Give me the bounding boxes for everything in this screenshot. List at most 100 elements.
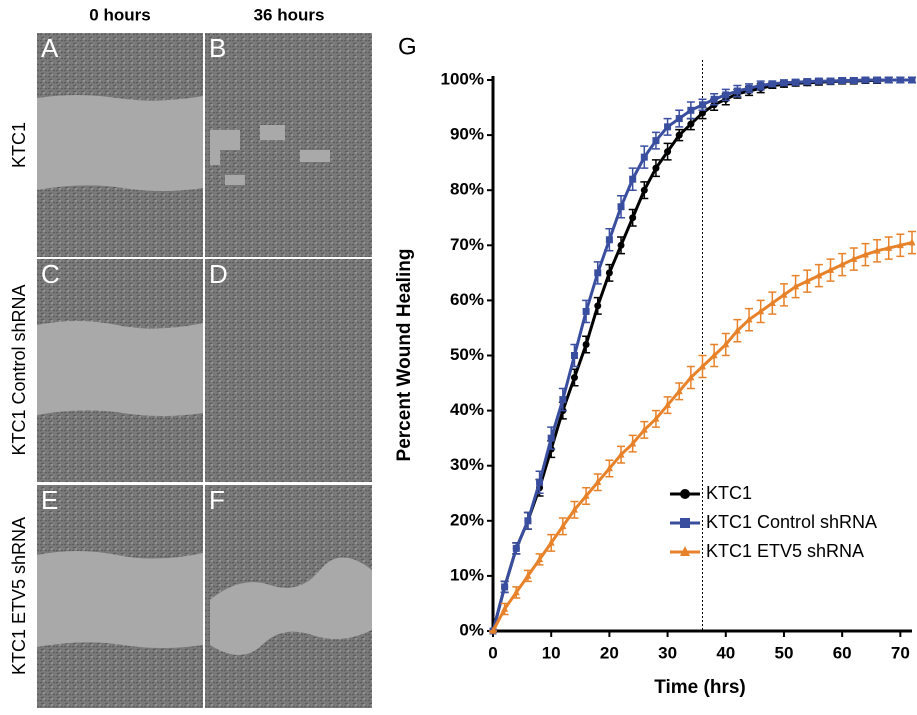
marker — [570, 374, 578, 382]
marker — [699, 101, 706, 109]
marker — [908, 76, 916, 84]
marker — [605, 464, 613, 472]
marker — [524, 571, 532, 579]
y-tick-label: 40% — [450, 400, 484, 419]
marker — [838, 260, 846, 268]
column-header: 0 hours — [89, 5, 150, 24]
y-tick-label: 30% — [450, 455, 484, 474]
marker — [605, 269, 613, 277]
marker — [699, 109, 706, 117]
marker — [827, 77, 835, 85]
marker — [699, 362, 706, 370]
marker — [792, 78, 800, 86]
y-tick-label: 70% — [450, 235, 484, 254]
marker — [675, 115, 683, 123]
marker — [733, 87, 741, 95]
legend-label: KTC1 — [706, 483, 752, 503]
marker — [687, 120, 695, 128]
legend-label: KTC1 ETV5 shRNA — [706, 541, 864, 561]
x-tick-label: 40 — [716, 643, 735, 662]
x-tick-label: 10 — [542, 643, 561, 662]
micrograph — [205, 259, 372, 482]
marker — [745, 84, 753, 92]
marker — [896, 76, 904, 84]
marker — [861, 76, 869, 84]
marker — [803, 276, 811, 284]
marker — [908, 238, 916, 246]
row-label: KTC1 Control shRNA — [9, 284, 29, 455]
marker — [838, 77, 846, 85]
y-tick-label: 100% — [441, 69, 484, 88]
marker — [640, 186, 648, 194]
marker — [547, 434, 555, 442]
x-tick-label: 30 — [658, 643, 677, 662]
marker — [675, 387, 683, 395]
panel-letter: F — [209, 485, 225, 515]
marker — [896, 241, 904, 249]
marker — [710, 351, 718, 359]
marker — [559, 396, 567, 404]
y-tick-label: 50% — [450, 345, 484, 364]
marker — [780, 290, 788, 298]
legend-marker — [680, 546, 690, 556]
marker — [757, 82, 765, 90]
marker — [640, 425, 648, 433]
x-tick-label: 0 — [488, 643, 497, 662]
column-header: 36 hours — [254, 5, 325, 24]
marker — [536, 478, 544, 486]
marker — [629, 439, 637, 447]
x-tick-label: 60 — [833, 643, 852, 662]
y-tick-label: 20% — [450, 510, 484, 529]
wound-area — [37, 321, 203, 416]
marker — [582, 307, 590, 315]
marker — [512, 588, 520, 596]
x-tick-label: 50 — [775, 643, 794, 662]
marker — [780, 79, 788, 87]
x-axis-label: Time (hrs) — [654, 677, 746, 698]
marker — [722, 91, 730, 99]
marker — [664, 148, 672, 156]
marker — [664, 400, 672, 408]
marker — [652, 137, 660, 145]
marker — [512, 544, 520, 552]
marker — [815, 271, 823, 279]
marker — [652, 164, 660, 172]
panel-letter: C — [41, 259, 60, 289]
marker — [559, 522, 567, 530]
wound-area — [210, 557, 372, 655]
wound-area — [210, 125, 330, 185]
marker — [652, 414, 660, 422]
marker — [547, 538, 555, 546]
marker — [640, 153, 648, 161]
marker — [605, 236, 613, 244]
marker — [617, 450, 625, 458]
x-tick-label: 20 — [600, 643, 619, 662]
marker — [885, 76, 893, 84]
panel-letter: B — [209, 33, 226, 63]
marker — [873, 246, 881, 254]
marker — [501, 604, 509, 612]
marker — [617, 241, 625, 249]
marker — [768, 80, 776, 88]
marker — [629, 175, 637, 183]
row-label: KTC1 — [9, 122, 29, 168]
marker — [617, 203, 625, 211]
marker — [675, 131, 683, 139]
marker — [861, 250, 869, 258]
y-tick-label: 60% — [450, 290, 484, 309]
legend-marker — [680, 518, 690, 528]
wound-area — [37, 551, 203, 648]
marker — [850, 77, 858, 85]
marker — [757, 307, 765, 315]
y-tick-label: 0% — [459, 620, 484, 639]
y-tick-label: 90% — [450, 125, 484, 144]
marker — [524, 517, 532, 525]
marker — [722, 340, 730, 348]
marker — [803, 78, 811, 86]
marker — [733, 326, 741, 334]
marker — [594, 302, 602, 310]
marker — [873, 76, 881, 84]
panel-letter: E — [41, 485, 58, 515]
panel-letter: G — [398, 33, 417, 60]
